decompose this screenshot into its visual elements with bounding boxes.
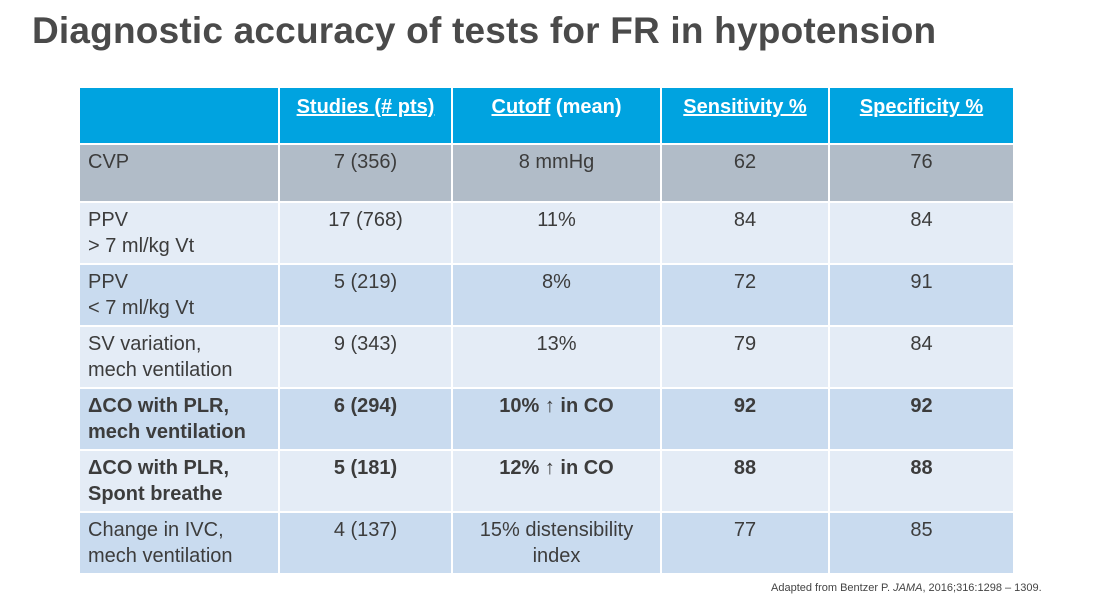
cell-specificity: 76 [828,143,1015,203]
citation-footnote: Adapted from Bentzer P. JAMA, 2016;316:1… [771,582,1042,594]
cell-specificity: 84 [828,201,1015,265]
table-row: Change in IVC, mech ventilation 4 (137) 15%… [78,511,1015,575]
cell-cutoff: 10% ↑ in CO [451,387,662,451]
table-row: PPV < 7 ml/kg Vt 5 (219) 8% 72 91 [78,263,1015,327]
cell-studies: 5 (219) [278,263,453,327]
table-row: ΔCO with PLR, mech ventilation 6 (294) 10% … [78,387,1015,451]
slide-title: Diagnostic accuracy of tests for FR in h… [32,10,937,51]
cell-sensitivity: 84 [660,201,830,265]
cell-specificity: 88 [828,449,1015,513]
header-sensitivity: Sensitivity % [660,86,830,145]
cell-studies: 6 (294) [278,387,453,451]
table-row: CVP 7 (356) 8 mmHg 62 76 [78,143,1015,203]
cell-cutoff: 15% distensibility index [451,511,662,575]
cell-test: PPV > 7 ml/kg Vt [78,201,280,265]
table-row: PPV > 7 ml/kg Vt 17 (768) 11% 84 84 [78,201,1015,265]
cell-sensitivity: 88 [660,449,830,513]
header-studies: Studies (# pts) [278,86,453,145]
table-row: ΔCO with PLR, Spont breathe 5 (181) 12% ↑ i… [78,449,1015,513]
cell-test: ΔCO with PLR, Spont breathe [78,449,280,513]
cell-studies: 4 (137) [278,511,453,575]
table-body: CVP 7 (356) 8 mmHg 62 76 PPV > 7 ml/kg Vt 17 (7… [78,143,1015,575]
cell-cutoff: 8 mmHg [451,143,662,203]
cell-studies: 9 (343) [278,325,453,389]
cell-sensitivity: 77 [660,511,830,575]
cell-sensitivity: 62 [660,143,830,203]
cell-specificity: 84 [828,325,1015,389]
header-specificity: Specificity % [828,86,1015,145]
cell-test: SV variation, mech ventilation [78,325,280,389]
cell-cutoff: 8% [451,263,662,327]
cell-cutoff: 13% [451,325,662,389]
cell-specificity: 85 [828,511,1015,575]
cell-specificity: 91 [828,263,1015,327]
cell-studies: 5 (181) [278,449,453,513]
cell-specificity: 92 [828,387,1015,451]
table-row: SV variation, mech ventilation 9 (343) 13% 7… [78,325,1015,389]
cell-sensitivity: 79 [660,325,830,389]
table-header-row: Studies (# pts) Cutoff (mean) Sensitivit… [78,86,1015,145]
cell-sensitivity: 72 [660,263,830,327]
cell-studies: 17 (768) [278,201,453,265]
header-test [78,86,280,145]
header-cutoff: Cutoff (mean) [451,86,662,145]
cell-test: PPV < 7 ml/kg Vt [78,263,280,327]
cell-test: CVP [78,143,280,203]
cell-cutoff: 11% [451,201,662,265]
cell-studies: 7 (356) [278,143,453,203]
diagnostic-accuracy-table: Studies (# pts) Cutoff (mean) Sensitivit… [78,86,1015,575]
cell-test: ΔCO with PLR, mech ventilation [78,387,280,451]
cell-cutoff: 12% ↑ in CO [451,449,662,513]
cell-test: Change in IVC, mech ventilation [78,511,280,575]
cell-sensitivity: 92 [660,387,830,451]
